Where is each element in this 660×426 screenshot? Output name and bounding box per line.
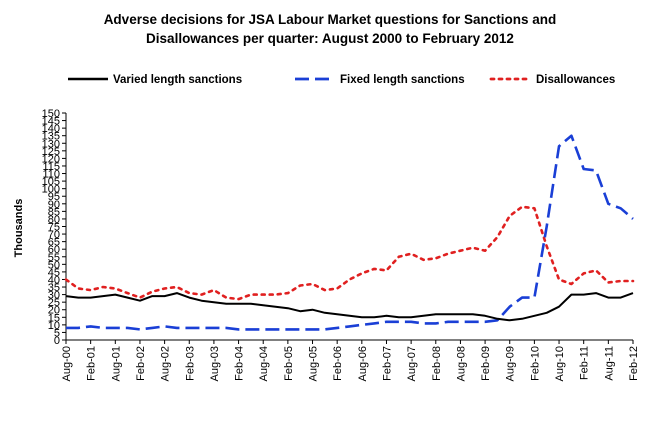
series-layer [64,134,635,331]
y-tick-label: 45 [48,267,60,279]
series-line-varied-length-sanctions [65,292,634,322]
x-tick-label: Aug-07 [406,346,418,381]
y-tick-label: 100 [42,184,60,196]
y-tick-label: 15 [48,312,60,324]
y-tick-label: 10 [48,320,60,332]
y-tick-label: 35 [48,282,60,294]
x-tick-label: Aug-06 [357,346,369,381]
x-tick-label: Feb-12 [628,346,640,381]
y-tick-label: 50 [48,259,60,271]
x-tick-label: Aug-01 [110,346,122,381]
x-tick-label: Feb-11 [579,346,591,380]
legend-entry-label: Varied length sanctions [113,74,242,86]
chart-title-line-2: Disallowances per quarter: August 2000 t… [146,31,514,46]
x-tick-label: Aug-10 [554,346,566,381]
series-line-fixed-length-sanctions [66,134,634,331]
y-tick-label: 140 [42,123,60,135]
y-tick-label: 90 [48,199,60,211]
x-tick-label: Aug-04 [258,346,270,381]
x-tick-label: Feb-03 [184,346,196,381]
x-tick-label: Aug-02 [160,346,172,381]
y-tick-label: 0 [54,335,60,347]
x-tick-label: Aug-11 [603,346,615,381]
x-tick-label: Aug-08 [455,346,467,381]
y-tick-label: 85 [48,206,60,218]
y-tick-label: 20 [48,305,60,317]
y-tick-label: 80 [48,214,60,226]
y-tick-label: 70 [48,229,60,241]
x-tick-label: Feb-02 [135,346,147,381]
chart-title: Adverse decisions for JSA Labour Market … [0,10,660,48]
y-tick-label: 135 [42,131,60,143]
y-tick-label: 130 [42,138,60,150]
y-tick-label: 115 [42,161,60,173]
legend: Varied length sanctions Fixed length sanc… [68,74,615,86]
x-tick-label: Feb-05 [283,346,295,381]
legend-entry-label: Fixed length sanctions [340,74,465,86]
x-tick-label: Feb-06 [332,346,344,381]
y-tick-label: 55 [48,252,60,264]
y-tick-label: 25 [48,297,60,309]
y-axis-label: Thousands [13,199,25,258]
y-tick-label: 145 [42,116,60,128]
x-tick-label: Feb-08 [431,346,443,381]
legend-entry-label: Disallowances [536,74,615,86]
y-tick-label: 105 [42,176,60,188]
x-tick-label: Feb-01 [86,346,98,381]
y-tick-label: 125 [42,146,60,158]
y-tick-label: 150 [42,108,60,120]
y-tick-label: 75 [48,222,60,234]
x-tick-label: Feb-04 [234,346,246,381]
y-tick-label: 60 [48,244,60,256]
y-tick-label: 40 [48,274,60,286]
chart-title-line-1: Adverse decisions for JSA Labour Market … [103,12,557,27]
x-tick-label: Feb-09 [480,346,492,381]
x-tick-label: Aug-03 [209,346,221,381]
y-tick-label: 5 [54,327,60,339]
x-tick-label: Aug-09 [505,346,517,381]
series-line-disallowances [64,205,635,301]
y-tick-label: 65 [48,237,60,249]
axes: 0510152025303540455055606570758085909510… [42,108,640,381]
x-tick-label: Aug-00 [61,346,73,381]
x-tick-label: Aug-05 [308,346,320,381]
y-tick-label: 110 [42,169,60,181]
x-tick-label: Feb-10 [529,346,541,381]
y-tick-label: 120 [42,153,60,165]
y-tick-label: 30 [48,290,60,302]
x-tick-label: Feb-07 [381,346,393,381]
y-tick-label: 95 [48,191,60,203]
